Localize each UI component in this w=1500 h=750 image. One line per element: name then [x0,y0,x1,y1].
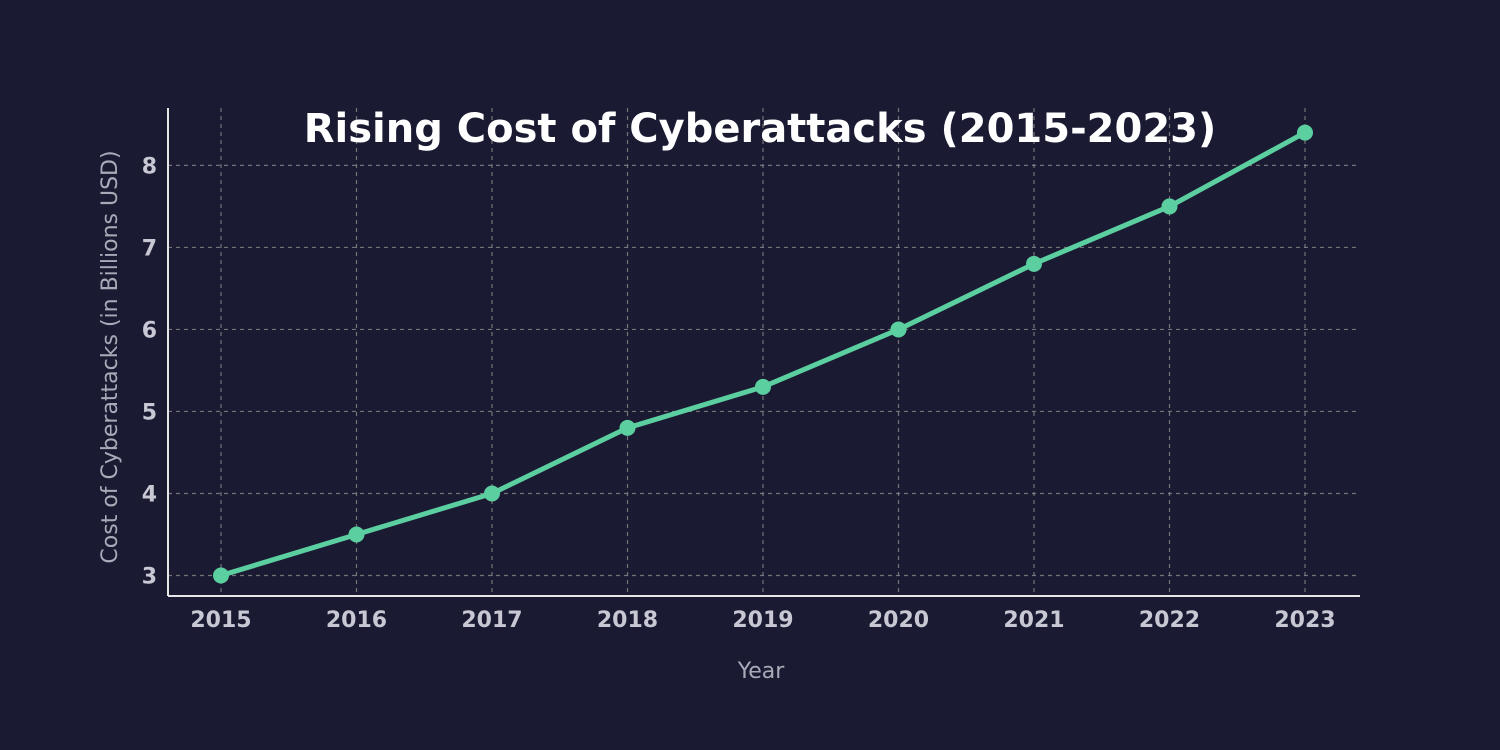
series [213,124,1313,584]
y-axis-title: Cost of Cyberattacks (in Billions USD) [98,150,123,563]
y-tick-label: 8 [142,154,157,179]
x-tick-label: 2019 [732,608,793,633]
x-axis-title: Year [737,659,786,684]
data-point [484,485,500,502]
x-tick-label: 2021 [1003,608,1064,633]
chart-title: Rising Cost of Cyberattacks (2015-2023) [304,106,1217,152]
data-point [890,321,907,338]
data-point [1026,255,1042,272]
y-tick-label: 3 [142,564,157,589]
data-point [1297,124,1313,141]
y-tick-labels: 3 4 5 6 7 8 [142,154,157,589]
y-tick-label: 5 [142,400,157,425]
data-point [619,419,636,436]
grid [168,108,1360,596]
x-tick-labels: 2015 2016 2017 2018 2019 2020 2021 2022 2023 [190,608,1335,633]
x-tick-label: 2022 [1139,608,1200,633]
x-tick-label: 2020 [868,608,929,633]
y-tick-label: 7 [142,236,157,261]
data-point [755,378,771,395]
axes [167,108,1360,597]
x-tick-label: 2015 [190,608,251,633]
x-tick-label: 2017 [461,608,522,633]
x-tick-label: 2023 [1274,608,1335,633]
y-tick-label: 6 [142,318,157,343]
y-tick-label: 4 [142,482,157,507]
data-point [1161,198,1178,215]
x-tick-label: 2016 [326,608,387,633]
x-tick-label: 2018 [597,608,658,633]
data-point [348,526,365,543]
data-point [213,567,229,584]
